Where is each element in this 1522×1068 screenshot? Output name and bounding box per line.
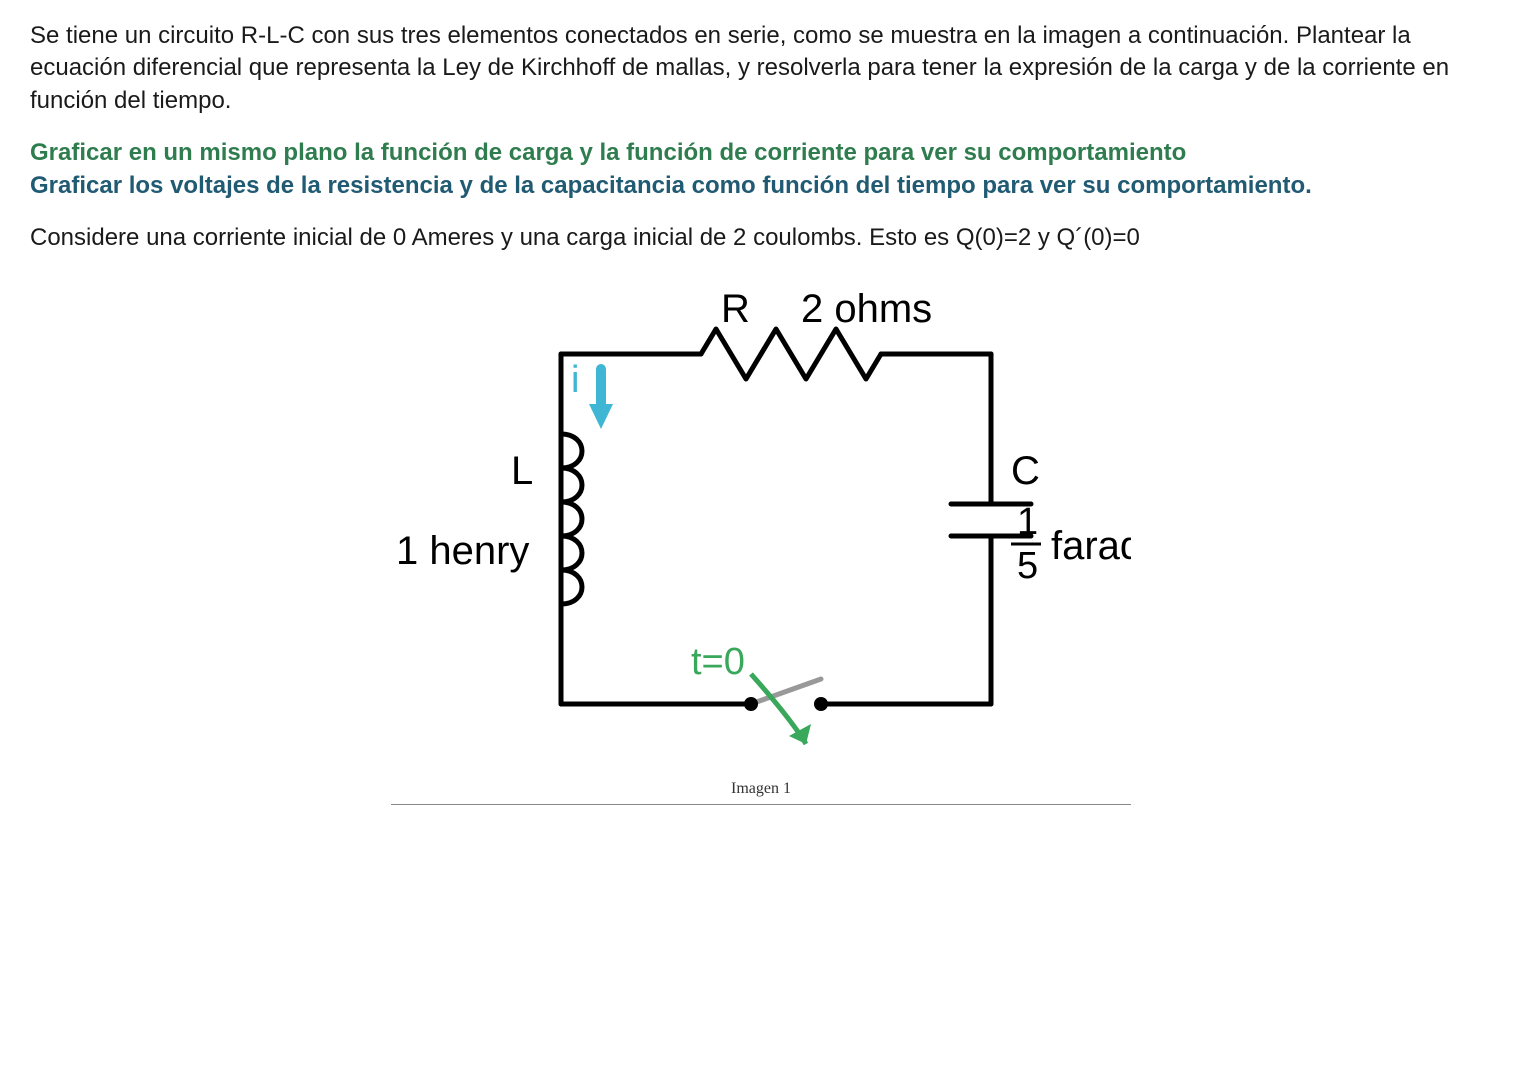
figure-box: R 2 ohms L 1 henry C 1 5 farad i t=0 Ima… (391, 274, 1131, 805)
paragraph-1: Se tiene un circuito R-L-C con sus tres … (30, 22, 1449, 114)
paragraph-ic: Considere una corriente inicial de 0 Ame… (30, 224, 1140, 251)
label-R-value: 2 ohms (801, 287, 932, 331)
task-1: Graficar en un mismo plano la función de… (30, 139, 1186, 166)
label-C-unit: farad (1051, 524, 1131, 568)
figure-wrapper: R 2 ohms L 1 henry C 1 5 farad i t=0 Ima… (30, 274, 1492, 805)
current-arrow-icon (589, 369, 613, 429)
initial-conditions: Considere una corriente inicial de 0 Ame… (30, 222, 1492, 254)
label-L: L (511, 449, 533, 493)
label-i: i (571, 359, 579, 401)
figure-caption: Imagen 1 (391, 778, 1131, 800)
label-L-value: 1 henry (396, 529, 529, 573)
label-t0: t=0 (691, 641, 745, 683)
problem-statement: Se tiene un circuito R-L-C con sus tres … (30, 20, 1492, 117)
circuit-diagram: R 2 ohms L 1 henry C 1 5 farad i t=0 (391, 274, 1131, 774)
task-list: Graficar en un mismo plano la función de… (30, 137, 1492, 202)
task-2: Graficar los voltajes de la resistencia … (30, 172, 1312, 199)
label-C-den: 5 (1017, 545, 1038, 587)
label-R: R (721, 287, 750, 331)
label-C-num: 1 (1017, 501, 1038, 543)
label-C: C (1011, 449, 1040, 493)
